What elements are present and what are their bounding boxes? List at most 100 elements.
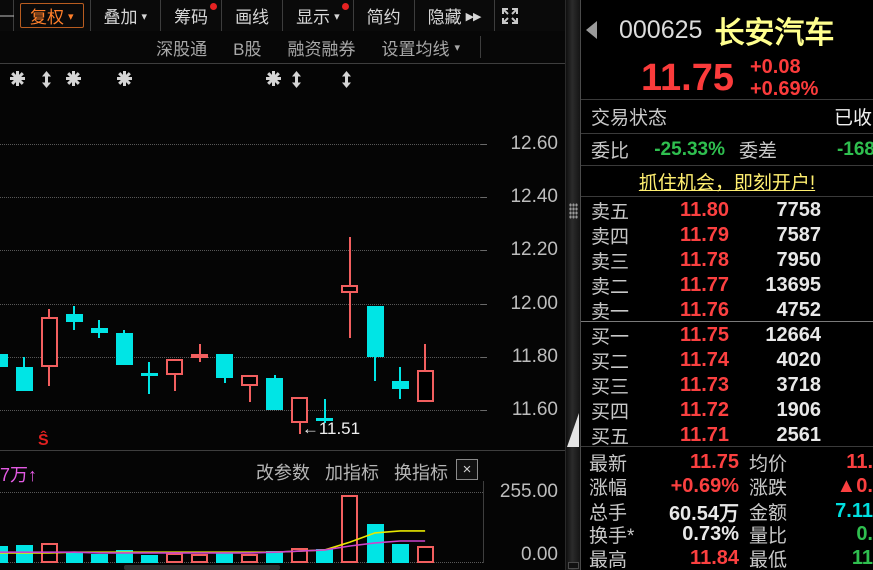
stat-value: 11. [846,451,873,473]
candle-body [90,327,108,333]
level-price: 11.76 [680,299,729,321]
double-arrow-icon: ▶▶ [465,10,482,23]
candle-wick [323,399,326,424]
stats-row-3: 总手 60.54万 金额 7.11 [581,497,873,525]
volume-bar [416,546,434,563]
candle-wick [173,359,176,392]
toolbar-button-1[interactable]: 叠加 ▾ [91,0,162,31]
level-price: 11.78 [680,249,729,271]
ad-link-text: 抓住机会，即刻开户! [638,172,816,194]
price-axis-label: 12.00 [510,292,558,314]
link-szhk-connect[interactable]: 深股通 [156,39,208,59]
link-b-share[interactable]: B股 [233,39,262,59]
splitter-grip-icon[interactable] [569,203,578,219]
level-volume: 12664 [765,324,821,346]
toolbar-button-label: 筹码 [174,8,209,27]
weibi-value: -25.33% [654,138,726,160]
level-label: 卖一 [591,302,630,323]
indicator-link-0[interactable]: 改参数 [256,463,310,483]
level-label: 卖二 [591,277,630,298]
bid-row-3[interactable]: 买三 11.73 3718 [581,372,873,398]
volume-bar [266,551,284,563]
collapse-panel-arrow-icon[interactable] [567,413,579,447]
price-change: +0.08 [750,56,801,78]
level-price: 11.72 [680,399,729,421]
stats-row-2: 涨幅 +0.69% 涨跌 ▲0. [581,473,873,499]
ma-settings-label: 设置均线 [381,39,450,59]
toolbar-button-4[interactable]: 显示 ▾ [283,0,354,31]
stats-grid: 最新 11.75 均价 11. 涨幅 +0.69% 涨跌 ▲0. 总手 60.54万 金额 7.11 换… [581,447,873,570]
candle-body [291,396,309,424]
candle-body [166,359,184,376]
price-gridline [0,250,483,252]
bid-row-5[interactable]: 买五 11.71 2561 [581,422,873,448]
level-price: 11.80 [680,199,729,221]
toolbar-button-3[interactable]: 画线 [222,0,284,31]
level-price: 11.71 [680,424,729,446]
ask-row-4[interactable]: 卖二 11.77 13695 [581,272,873,298]
stats-row-4: 换手* 0.73% 量比 0. [581,521,873,547]
level-label: 卖四 [591,227,630,248]
ask-row-2[interactable]: 卖四 11.79 7587 [581,222,873,248]
bid-row-2[interactable]: 买二 11.74 4020 [581,347,873,373]
stat-label: 总手 [589,503,628,524]
fullscreen-button[interactable] [495,0,525,31]
candlestick-chart[interactable]: 12.60 12.40 12.20 12.00 11.80 11.60 ←11.51 Ŝ [0,63,565,450]
toolbar-button-wrap: 复权 ▾ [14,0,91,31]
volume-pane[interactable]: 7万↑ 改参数 加指标 换指标 × 255.00 0.00 [0,450,565,570]
price-gridline [0,410,483,411]
bid-levels: 买一 11.75 12664 买二 11.74 4020 买三 11.73 3718 买四 11.7… [581,322,873,448]
stats-row-1: 最新 11.75 均价 11. [581,449,873,475]
open-account-ad[interactable]: 抓住机会，即刻开户! [581,166,873,197]
weicha-label: 委差 [739,141,778,162]
candle-body [316,417,334,421]
level-label: 买三 [591,377,630,398]
back-arrow-icon[interactable] [586,21,597,39]
level-volume: 4752 [776,299,822,321]
horizontal-scrollbar-thumb[interactable] [124,565,280,570]
stat-label: 涨跌 [749,478,788,499]
chevron-down-icon: ▾ [334,11,340,23]
toolbar-items: 复权 ▾ 叠加 ▾ 筹码 画线 显示 ▾ 简约 隐藏 ▶▶ [14,0,495,31]
link-ma-settings[interactable]: 设置均线 ▾ [381,35,460,60]
toolbar-button-2[interactable]: 筹码 [161,0,223,31]
level-label: 买一 [591,327,630,348]
toolbar-button-6[interactable]: 隐藏 ▶▶ [415,0,495,31]
toolbar-dash-partial[interactable]: — [0,0,14,31]
quote-header: 000625 长安汽车 11.75 +0.08 +0.69% [581,0,873,100]
price-gridline [0,356,483,358]
ma-line-yellow [0,530,426,554]
level-price: 11.77 [680,274,729,296]
close-indicator-button[interactable]: × [456,459,478,480]
volume-bar [115,549,133,563]
subrow-divider [480,36,481,58]
candle-body [40,316,58,368]
volume-bar [241,554,259,563]
stat-value: 11.84 [690,547,739,569]
indicator-link-1[interactable]: 加指标 [325,463,379,483]
ask-row-3[interactable]: 卖三 11.78 7950 [581,247,873,273]
level-label: 买二 [591,352,630,373]
level-price: 11.73 [680,374,729,396]
event-updown-icon [341,71,352,93]
link-margin-trading[interactable]: 融资融券 [287,39,356,59]
bid-row-1[interactable]: 买一 11.75 12664 [581,322,873,348]
candle-body [115,332,133,365]
panel-splitter[interactable] [565,0,580,570]
level-volume: 7587 [776,224,822,246]
volume-bar [90,554,108,563]
stat-label: 最高 [589,550,628,570]
ask-row-1[interactable]: 卖五 11.80 7758 [581,197,873,223]
indicator-link-2[interactable]: 换指标 [394,463,448,483]
stat-label: 量比 [749,526,788,547]
bid-row-4[interactable]: 买四 11.72 1906 [581,397,873,423]
axis-tick [481,197,487,199]
toolbar-button-5[interactable]: 简约 [354,0,415,31]
price-gridline [0,197,483,199]
volume-bar [391,544,409,563]
stat-label: 金额 [749,503,788,524]
price-change-pct: +0.69% [750,78,819,100]
ask-row-5[interactable]: 卖一 11.76 4752 [581,297,873,323]
toolbar-button-0[interactable]: 复权 ▾ [20,3,84,28]
candle-body [0,354,8,368]
